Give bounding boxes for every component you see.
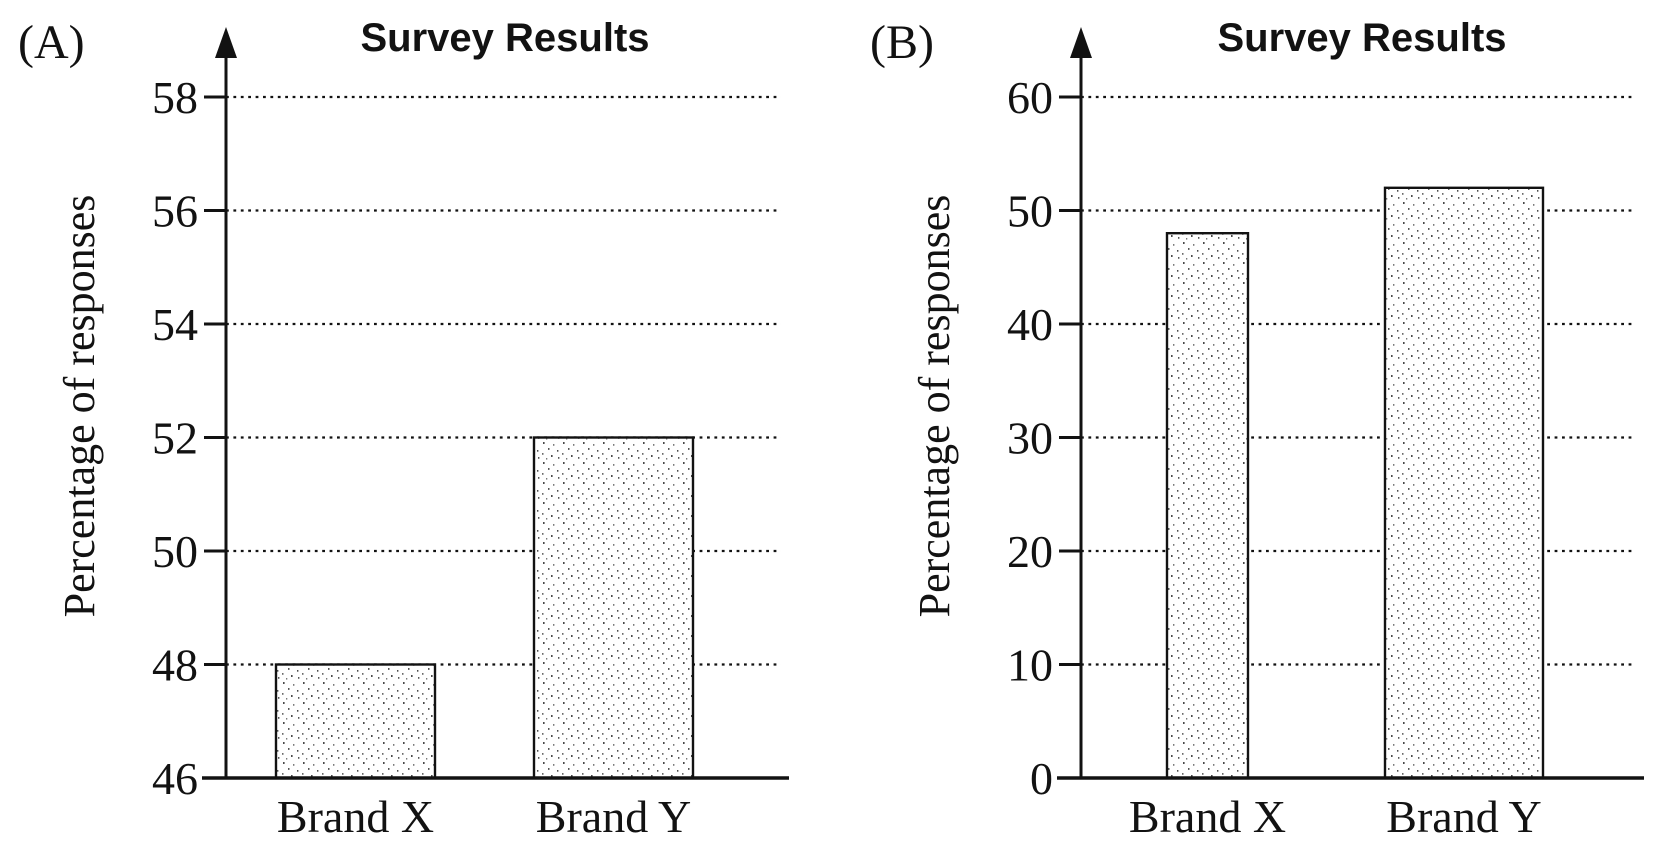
chart-title: Survey Results: [360, 16, 649, 60]
y-tick-label: 20: [1007, 526, 1053, 577]
y-tick-label: 46: [152, 753, 198, 804]
bar-brand-y: [1383, 186, 1545, 780]
y-tick-label: 58: [152, 72, 198, 123]
bar-brand-y: [532, 436, 695, 780]
y-tick-label: 48: [152, 640, 198, 691]
y-axis-title: Percentage of responses: [910, 195, 959, 618]
bar-brand-x: [274, 663, 437, 780]
arrow-up-icon: [215, 27, 237, 58]
x-category-label: Brand Y: [536, 791, 691, 842]
y-tick-label: 60: [1007, 72, 1053, 123]
y-tick-label: 40: [1007, 299, 1053, 350]
y-tick-label: 50: [1007, 186, 1053, 237]
chart-title: Survey Results: [1217, 16, 1506, 60]
y-tick-label: 52: [152, 413, 198, 464]
panel-b: 0 10 20 30 40 50 60 Brand X Brand Y (B) Survey Res…: [870, 16, 1644, 842]
arrow-up-icon: [1070, 27, 1092, 58]
panel-label: (A): [18, 16, 85, 69]
panel-a: 46 48 50 52 54 56 58 Brand X Brand Y (A) Survey Re…: [18, 16, 789, 842]
y-axis-title: Percentage of responses: [55, 195, 104, 618]
x-category-label: Brand X: [1129, 791, 1286, 842]
y-tick-label: 56: [152, 186, 198, 237]
x-category-label: Brand Y: [1386, 791, 1541, 842]
y-tick-label: 50: [152, 526, 198, 577]
y-tick-label: 0: [1030, 753, 1053, 804]
x-category-label: Brand X: [277, 791, 434, 842]
y-tick-label: 10: [1007, 640, 1053, 691]
y-tick-label: 54: [152, 299, 198, 350]
bar-brand-x: [1165, 231, 1250, 780]
y-tick-label: 30: [1007, 413, 1053, 464]
panel-label: (B): [870, 16, 934, 69]
